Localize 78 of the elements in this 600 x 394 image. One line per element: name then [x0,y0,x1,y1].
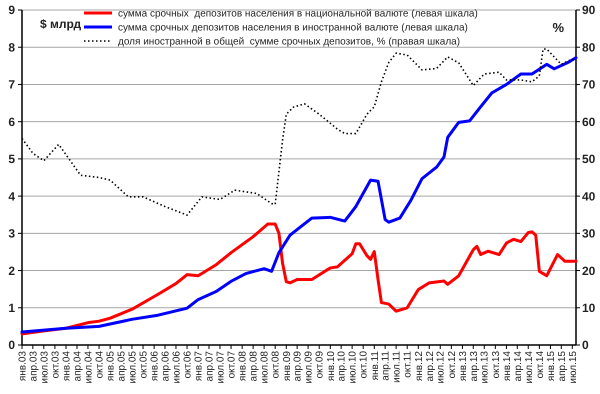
x-tick-label: янв.09 [282,350,293,382]
x-tick-label: июл.07 [215,350,226,384]
y2-tick-label: 10 [582,300,596,315]
x-tick-label: июл.06 [171,350,182,384]
x-tick-label: июл.11 [392,350,403,383]
x-tick-label: янв.03 [18,350,28,382]
y-tick-label: 7 [8,78,16,92]
x-tick-label: апр.03 [28,350,40,382]
x-tick-label: июл.03 [39,350,50,384]
y2-tick-label: 0 [582,338,589,352]
x-tick-label: апр.11 [380,350,392,381]
y-tick-label: 5 [8,152,16,166]
y-tick-label: 8 [8,40,16,54]
legend-label: доля иностранной в общей сумме срочных депозитов, % (правая шкала) [118,36,460,48]
x-tick-label: янв.11 [370,350,381,380]
y-tick-label: 2 [8,264,16,278]
y2-tick-label: 80 [582,40,596,54]
x-tick-label: апр.13 [468,350,480,382]
x-tick-label: окт.05 [138,350,150,378]
y2-axis-title: % [552,20,564,35]
x-tick-label: окт.03 [50,350,62,378]
x-tick-label: янв.12 [414,350,425,382]
x-tick-label: окт.09 [314,350,326,378]
x-tick-label: апр.10 [336,350,348,382]
x-tick-label: апр.04 [72,350,84,382]
x-tick-label: окт.13 [490,350,502,378]
legend-label: сумма срочных депозитов населения в иностранной валюте (левая шкала) [118,22,468,34]
x-tick-label: апр.06 [160,350,172,382]
x-tick-label: июл.14 [524,350,535,384]
x-tick-label: янв.10 [326,350,337,382]
x-tick-label: апр.07 [204,350,216,382]
line-series [20,222,578,336]
line-series [20,56,578,334]
x-tick-label: апр.15 [556,350,568,382]
x-tick-label: окт.07 [226,350,238,378]
y2-tick-label: 40 [582,189,596,204]
x-tick-label: янв.13 [458,350,469,382]
x-tick-label: окт.10 [358,350,370,378]
y-tick-label: 9 [8,3,16,18]
y2-tick-label: 20 [582,264,596,278]
y-tick-label: 4 [8,189,16,204]
x-tick-label: июл.12 [436,350,447,384]
x-tick-label: апр.12 [424,350,436,382]
x-tick-label: окт.12 [446,350,458,378]
x-tick-label: апр.08 [248,350,260,382]
x-tick-label: янв.08 [238,350,249,382]
y2-tick-label: 50 [582,152,596,166]
x-tick-label: янв.06 [150,350,161,382]
y2-tick-label: 30 [582,226,596,241]
x-tick-label: янв.07 [194,350,205,382]
x-tick-label: апр.14 [512,350,524,382]
y2-tick-label: 90 [582,3,596,18]
x-tick-label: янв.15 [546,350,557,382]
x-tick-label: июл.15 [568,350,579,384]
x-tick-label: янв.05 [106,350,117,382]
y-axis-title: $ млрд [40,17,82,31]
y2-tick-label: 60 [582,114,596,129]
x-tick-label: окт.06 [182,350,194,378]
x-tick-label: июл.04 [83,350,94,384]
x-tick-label: апр.05 [116,350,128,382]
legend-label: сумма срочных депозитов населения в национальной валюте (левая шкала) [118,8,478,20]
x-tick-label: окт.08 [270,350,282,378]
x-tick-label: июл.08 [260,350,271,384]
x-tick-label: июл.05 [127,350,138,384]
x-tick-label: окт.04 [94,350,106,378]
x-tick-label: июл.09 [304,350,315,384]
x-tick-label: окт.14 [534,350,546,378]
y-tick-label: 3 [8,226,16,241]
x-tick-label: июл.13 [480,350,491,384]
y2-tick-label: 70 [582,78,596,92]
x-tick-label: апр.09 [292,350,304,382]
x-tick-label: июл.10 [348,350,359,384]
y-tick-label: 6 [8,114,16,129]
y-tick-label: 1 [8,300,16,315]
x-tick-label: янв.14 [502,350,513,382]
y-tick-label: 0 [8,338,16,352]
x-tick-label: окт.11 [402,350,414,378]
x-tick-label: янв.04 [62,350,73,382]
